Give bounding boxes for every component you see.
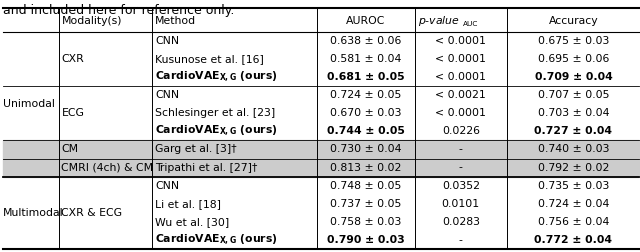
Text: 0.670 ± 0.03: 0.670 ± 0.03	[330, 108, 401, 118]
Text: 0.730 ± 0.04: 0.730 ± 0.04	[330, 144, 401, 154]
Text: ECG: ECG	[61, 108, 84, 118]
Text: AUROC: AUROC	[346, 16, 385, 26]
Text: Multimodal: Multimodal	[3, 208, 63, 218]
Text: 0.695 ± 0.06: 0.695 ± 0.06	[538, 54, 609, 64]
Text: 0.737 ± 0.05: 0.737 ± 0.05	[330, 199, 401, 209]
Text: Method: Method	[155, 16, 196, 26]
Text: 0.724 ± 0.04: 0.724 ± 0.04	[538, 199, 609, 209]
Bar	[3, 159, 639, 177]
Text: 0.707 ± 0.05: 0.707 ± 0.05	[538, 90, 609, 100]
Text: 0.772 ± 0.04: 0.772 ± 0.04	[534, 235, 612, 245]
Text: 0.740 ± 0.03: 0.740 ± 0.03	[538, 144, 609, 154]
Text: Unimodal: Unimodal	[3, 99, 54, 109]
Text: Modality(s): Modality(s)	[61, 16, 122, 26]
Text: 0.0352: 0.0352	[442, 181, 480, 191]
Text: 0.709 ± 0.04: 0.709 ± 0.04	[534, 72, 612, 82]
Text: and included here for reference only.: and included here for reference only.	[3, 4, 235, 17]
Text: 0.735 ± 0.03: 0.735 ± 0.03	[538, 181, 609, 191]
Text: 0.581 ± 0.04: 0.581 ± 0.04	[330, 54, 401, 64]
Text: CardioVAE$_{\mathregular{X,G}}$ (ours): CardioVAE$_{\mathregular{X,G}}$ (ours)	[155, 124, 278, 139]
Text: 0.727 ± 0.04: 0.727 ± 0.04	[534, 126, 612, 136]
Text: CNN: CNN	[155, 90, 179, 100]
Text: 0.703 ± 0.04: 0.703 ± 0.04	[538, 108, 609, 118]
Text: 0.724 ± 0.05: 0.724 ± 0.05	[330, 90, 401, 100]
Text: Kusunose et al. [16]: Kusunose et al. [16]	[155, 54, 264, 64]
Text: 0.0101: 0.0101	[442, 199, 480, 209]
Text: CNN: CNN	[155, 181, 179, 191]
Text: 0.790 ± 0.03: 0.790 ± 0.03	[327, 235, 404, 245]
Text: CM: CM	[61, 144, 79, 154]
Text: 0.756 ± 0.04: 0.756 ± 0.04	[538, 217, 609, 227]
Text: < 0.0001: < 0.0001	[435, 72, 486, 82]
Text: 0.638 ± 0.06: 0.638 ± 0.06	[330, 36, 401, 46]
Text: 0.744 ± 0.05: 0.744 ± 0.05	[327, 126, 404, 136]
Text: 0.758 ± 0.03: 0.758 ± 0.03	[330, 217, 401, 227]
Text: 0.792 ± 0.02: 0.792 ± 0.02	[538, 163, 609, 173]
Text: 0.813 ± 0.02: 0.813 ± 0.02	[330, 163, 401, 173]
Text: CMRI (4ch) & CM: CMRI (4ch) & CM	[61, 163, 154, 173]
Text: Tripathi et al. [27]†: Tripathi et al. [27]†	[155, 163, 257, 173]
Text: -: -	[459, 144, 463, 154]
Text: < 0.0021: < 0.0021	[435, 90, 486, 100]
Text: Wu et al. [30]: Wu et al. [30]	[155, 217, 229, 227]
Text: CardioVAE$_{\mathregular{X,G}}$ (ours): CardioVAE$_{\mathregular{X,G}}$ (ours)	[155, 233, 278, 247]
Text: < 0.0001: < 0.0001	[435, 36, 486, 46]
Text: $p$-value: $p$-value	[418, 14, 460, 28]
Text: Garg et al. [3]†: Garg et al. [3]†	[155, 144, 237, 154]
Text: 0.675 ± 0.03: 0.675 ± 0.03	[538, 36, 609, 46]
Text: < 0.0001: < 0.0001	[435, 54, 486, 64]
Text: AUC: AUC	[463, 21, 478, 27]
Text: CNN: CNN	[155, 36, 179, 46]
Text: CXR: CXR	[61, 54, 84, 64]
Text: 0.0283: 0.0283	[442, 217, 480, 227]
Text: CardioVAE$_{\mathregular{X,G}}$ (ours): CardioVAE$_{\mathregular{X,G}}$ (ours)	[155, 70, 278, 84]
Bar	[3, 140, 639, 159]
Text: Li et al. [18]: Li et al. [18]	[155, 199, 221, 209]
Text: < 0.0001: < 0.0001	[435, 108, 486, 118]
Text: Schlesinger et al. [23]: Schlesinger et al. [23]	[155, 108, 275, 118]
Text: 0.0226: 0.0226	[442, 126, 480, 136]
Text: 0.748 ± 0.05: 0.748 ± 0.05	[330, 181, 401, 191]
Text: CXR & ECG: CXR & ECG	[61, 208, 122, 218]
Text: -: -	[459, 163, 463, 173]
Text: 0.681 ± 0.05: 0.681 ± 0.05	[327, 72, 404, 82]
Text: -: -	[459, 235, 463, 245]
Text: Accuracy: Accuracy	[548, 16, 598, 26]
